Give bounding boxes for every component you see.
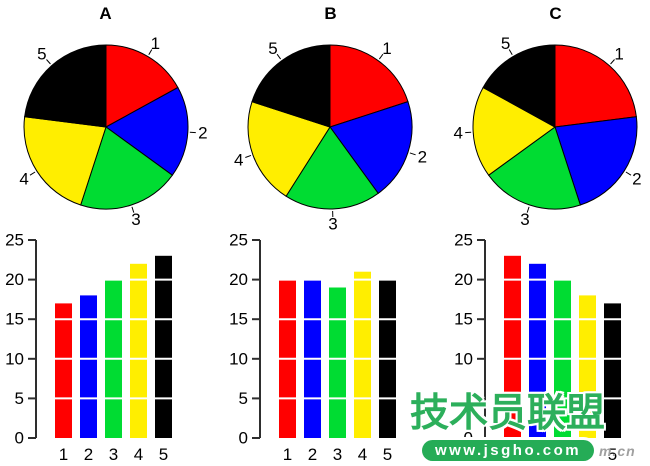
pie-slice-label-5: 5 — [268, 39, 277, 58]
bar-2 — [80, 295, 97, 438]
bar-5 — [155, 255, 172, 438]
x-tick-label-2: 2 — [84, 445, 93, 464]
y-tick-label-15: 15 — [454, 310, 473, 329]
pie-label-tick-5 — [276, 53, 282, 60]
bar-4 — [354, 271, 371, 438]
x-tick-label-2: 2 — [308, 445, 317, 464]
x-tick-label-3: 3 — [109, 445, 118, 464]
pie-label-tick-1 — [378, 53, 384, 60]
x-tick-label-3: 3 — [558, 445, 567, 464]
pie-slice-label-4: 4 — [19, 170, 28, 189]
pie-slice-5 — [482, 44, 556, 128]
pie-slice-4 — [23, 116, 107, 206]
bar-2 — [529, 263, 546, 438]
bar-4 — [579, 295, 596, 438]
pie-slice-4 — [472, 86, 556, 176]
pie-label-tick-5 — [508, 49, 513, 55]
chart-title-c: C — [549, 4, 562, 23]
x-tick-label-5: 5 — [383, 445, 392, 464]
pie-label-tick-3 — [131, 206, 135, 213]
x-tick-label-4: 4 — [583, 445, 592, 464]
pie-label-tick-5 — [46, 59, 51, 65]
y-tick-label-0: 0 — [15, 429, 24, 448]
y-tick-label-15: 15 — [5, 310, 24, 329]
y-tick-label-20: 20 — [229, 270, 248, 289]
pie-slice-label-3: 3 — [131, 210, 140, 229]
pie-slice-2 — [105, 86, 189, 176]
y-tick-label-5: 5 — [239, 389, 248, 408]
pie-slice-1 — [105, 44, 179, 128]
pie-slice-5 — [24, 44, 107, 128]
y-tick-label-20: 20 — [5, 270, 24, 289]
bar-5 — [604, 303, 621, 438]
pie-slice-label-2: 2 — [418, 148, 427, 167]
x-tick-label-1: 1 — [508, 445, 517, 464]
bar-4 — [130, 263, 147, 438]
pie-slice-1 — [554, 44, 637, 128]
pie-slice-label-4: 4 — [234, 150, 243, 169]
pie-chart-a: 1 2 3 4 5 — [19, 34, 207, 229]
x-tick-label-1: 1 — [59, 445, 68, 464]
pie-label-tick-4 — [245, 154, 252, 158]
pie-slice-label-2: 2 — [198, 124, 207, 143]
pie-slice-2 — [329, 101, 413, 195]
y-tick-label-10: 10 — [229, 349, 248, 368]
y-tick-label-5: 5 — [464, 389, 473, 408]
pie-slice-3 — [80, 126, 174, 210]
pie-chart-b: 1 2 3 4 5 — [234, 39, 427, 233]
pie-slice-label-1: 1 — [151, 34, 160, 53]
pie-slice-3 — [285, 126, 379, 210]
chart-title-b: B — [324, 4, 337, 23]
pie-label-tick-2 — [409, 152, 416, 156]
y-tick-label-5: 5 — [15, 389, 24, 408]
pie-label-tick-2 — [625, 171, 632, 176]
x-tick-label-4: 4 — [358, 445, 367, 464]
pie-label-tick-1 — [610, 59, 615, 65]
bar-1 — [504, 255, 521, 438]
pie-slice-label-1: 1 — [614, 45, 623, 64]
y-tick-label-15: 15 — [229, 310, 248, 329]
x-tick-label-2: 2 — [533, 445, 542, 464]
pie-label-tick-4 — [29, 171, 36, 176]
y-tick-label-10: 10 — [5, 349, 24, 368]
x-tick-label-5: 5 — [159, 445, 168, 464]
pie-slice-label-5: 5 — [501, 34, 510, 53]
y-tick-label-25: 25 — [5, 231, 24, 250]
x-tick-label-4: 4 — [134, 445, 143, 464]
y-tick-label-10: 10 — [454, 349, 473, 368]
pie-slice-label-5: 5 — [37, 45, 46, 64]
y-tick-label-25: 25 — [229, 231, 248, 250]
pie-slice-label-4: 4 — [453, 124, 462, 143]
pie-slice-label-1: 1 — [382, 39, 391, 58]
y-tick-label-0: 0 — [239, 429, 248, 448]
pie-slice-5 — [251, 44, 331, 128]
pie-slice-label-2: 2 — [632, 170, 641, 189]
x-tick-label-1: 1 — [283, 445, 292, 464]
pie-slice-2 — [554, 116, 638, 206]
pie-label-tick-3 — [526, 206, 530, 213]
pie-slice-4 — [247, 101, 331, 197]
x-tick-label-3: 3 — [333, 445, 342, 464]
pie-slice-3 — [487, 126, 581, 210]
y-tick-label-25: 25 — [454, 231, 473, 250]
y-tick-label-0: 0 — [464, 429, 473, 448]
bar-3 — [329, 287, 346, 438]
pie-slice-1 — [329, 44, 409, 128]
y-tick-label-20: 20 — [454, 270, 473, 289]
pie-chart-c: 1 2 3 4 5 — [453, 34, 641, 229]
pie-slice-label-3: 3 — [520, 210, 529, 229]
pie-slice-label-3: 3 — [328, 215, 337, 233]
bar-1 — [55, 303, 72, 438]
x-tick-label-5: 5 — [608, 445, 617, 464]
pie-label-tick-1 — [148, 49, 153, 55]
chart-title-a: A — [99, 4, 112, 23]
